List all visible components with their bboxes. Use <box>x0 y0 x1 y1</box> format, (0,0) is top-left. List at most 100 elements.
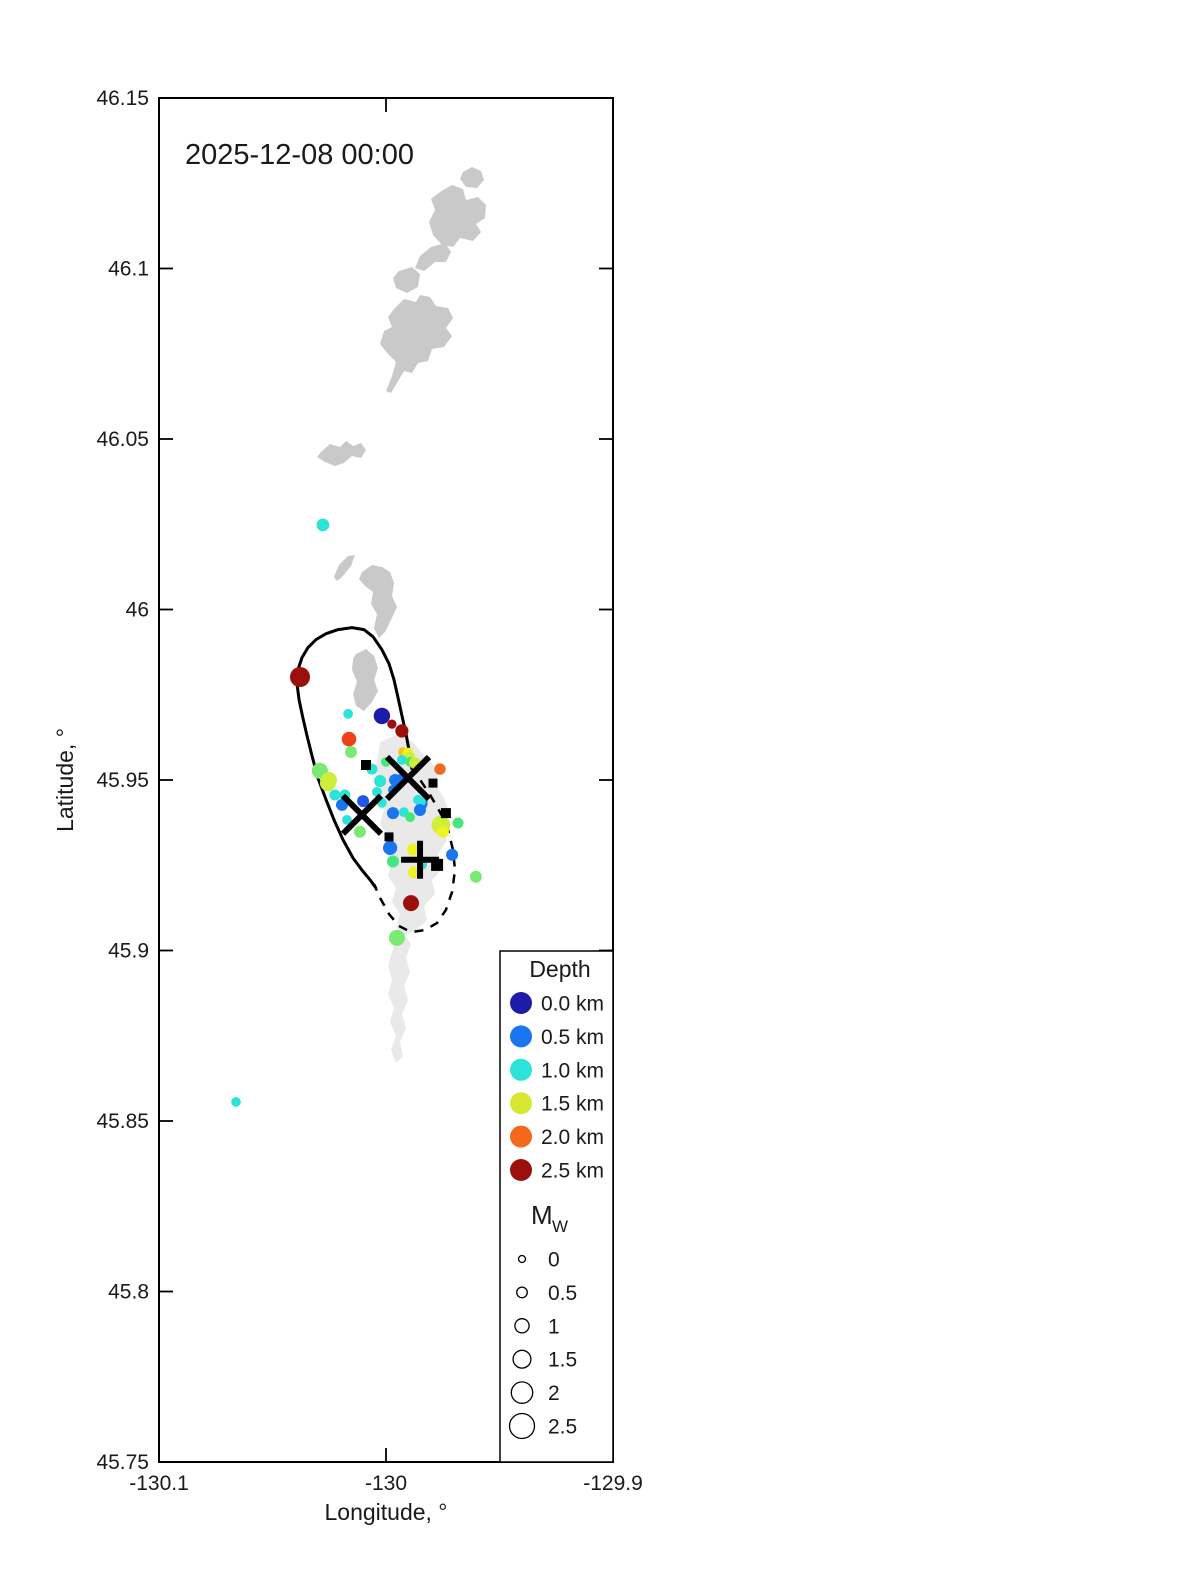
earthquake-dot <box>374 775 387 787</box>
earthquake-dot <box>446 848 459 861</box>
y-tick-label: 45.8 <box>108 1281 149 1304</box>
station-square-marker <box>440 808 451 819</box>
x-marker-stroke <box>384 754 432 802</box>
landmass-patch <box>317 441 366 466</box>
x-marker <box>384 754 432 802</box>
landmass-patch <box>352 649 378 711</box>
earthquake-dot <box>395 724 409 738</box>
station-square-marker <box>384 832 394 842</box>
legend-depth-swatch <box>510 992 532 1014</box>
y-tick-label: 46.1 <box>108 258 149 281</box>
y-tick-label: 45.75 <box>96 1451 149 1474</box>
axis-tick-layer: -130.1 -130 -129.9 45.75 45.8 45.85 45.9 45.95 4… <box>96 87 642 1495</box>
legend-depth-label: 1.0 km <box>541 1059 604 1082</box>
legend-mw-entries: 0 0.5 1 1.5 2 2.5 <box>508 1249 577 1440</box>
earthquake-dot <box>387 719 397 729</box>
earthquake-dot <box>388 929 405 946</box>
x-marker-stroke <box>340 793 384 836</box>
landmass-patch <box>380 295 453 393</box>
landmass-patch <box>415 243 451 271</box>
legend-mw-label: 1 <box>548 1315 560 1338</box>
earthquake-dot <box>397 755 407 765</box>
legend-depth-label: 2.0 km <box>541 1126 604 1149</box>
earthquake-dot <box>342 815 352 825</box>
legend-mw-label: 0.5 <box>548 1282 577 1305</box>
earthquake-dot <box>437 825 449 838</box>
earthquake-dot <box>316 518 330 532</box>
earthquake-dot <box>329 789 341 801</box>
earthquake-dot <box>345 746 357 758</box>
lava-flow-patch <box>388 935 411 1063</box>
y-tick-label: 46.05 <box>96 428 149 451</box>
x-tick-label: -129.9 <box>583 1472 643 1495</box>
earthquake-dot <box>403 895 419 912</box>
timestamp-label: 2025-12-08 00:00 <box>185 139 414 171</box>
legend-mw-label: 2.5 <box>548 1416 577 1439</box>
plot-border <box>158 97 614 1463</box>
caldera-rim-solid <box>295 626 414 889</box>
legend-depth-label: 1.5 km <box>541 1093 604 1116</box>
legend-depth-label: 0.5 km <box>541 1026 604 1049</box>
legend-mw-label: 1.5 <box>548 1349 577 1372</box>
earthquake-dot <box>343 708 353 719</box>
marker-layer <box>340 754 451 879</box>
landmass-patch <box>393 267 420 293</box>
landmass-patch <box>460 167 484 188</box>
legend-depth-label: 2.5 km <box>541 1160 604 1183</box>
y-tick-label: 46.15 <box>96 87 149 110</box>
station-square-marker <box>361 760 371 770</box>
landmass-patch <box>359 565 397 638</box>
legend-depth-label: 0.0 km <box>541 993 604 1016</box>
legend-mw-subscript: W <box>552 1217 568 1236</box>
earthquake-dot <box>290 667 310 687</box>
earthquake-dot <box>407 843 419 856</box>
x-axis-label: Longitude, ° <box>324 1499 447 1525</box>
earthquake-dot <box>387 855 399 868</box>
legend-mw-label: 2 <box>548 1382 560 1405</box>
earthquake-dot <box>341 731 357 747</box>
legend-depth-swatch <box>510 1025 532 1048</box>
x-tick-label: -130.1 <box>129 1472 189 1495</box>
x-tick-label: -130 <box>365 1472 407 1495</box>
legend-depth-title: Depth <box>529 956 590 982</box>
earthquake-dot <box>452 817 464 829</box>
earthquake-dot <box>387 807 399 820</box>
legend-depth-swatch <box>510 1058 532 1081</box>
legend-mw-swatch <box>510 1381 534 1404</box>
legend-mw-label: 0 <box>548 1249 560 1272</box>
y-axis-label: Latitude, ° <box>52 728 78 832</box>
legend-mw-swatch <box>514 1318 530 1334</box>
earthquake-dot <box>373 707 391 725</box>
y-tick-label: 45.9 <box>108 940 149 963</box>
earthquake-dot <box>469 870 482 883</box>
y-tick-label: 45.85 <box>96 1110 149 1133</box>
landmass-layer <box>317 167 486 711</box>
earthquake-dot <box>357 795 370 808</box>
earthquake-dot <box>319 775 336 792</box>
earthquake-dot <box>434 763 446 775</box>
legend-depth-swatch <box>510 1159 532 1181</box>
landmass-patch <box>429 185 486 247</box>
plus-marker <box>401 840 440 879</box>
legend: Depth 0.0 km 0.5 km 1.0 km 1.5 km 2.0 km 2.5 … <box>499 950 614 1463</box>
legend-mw-swatch <box>517 1254 527 1264</box>
station-square-marker <box>428 778 438 788</box>
legend-depth-swatch <box>510 1125 532 1148</box>
legend-mw-title: M <box>531 1200 553 1230</box>
landmass-patch <box>334 555 355 581</box>
x-marker <box>340 793 384 836</box>
earthquake-dot <box>353 825 366 838</box>
earthquake-dot <box>407 866 420 879</box>
legend-mw-swatch <box>512 1349 532 1369</box>
y-tick-label: 46 <box>126 599 149 622</box>
earthquake-dot <box>383 840 398 856</box>
legend-mw-swatch <box>508 1412 536 1440</box>
y-tick-label: 45.95 <box>96 769 149 792</box>
caldera-outline-layer <box>295 626 457 934</box>
legend-mw-swatch <box>516 1286 528 1299</box>
earthquake-dot <box>405 812 415 823</box>
earthquake-dot <box>414 804 426 816</box>
legend-depth-entries: 0.0 km 0.5 km 1.0 km 1.5 km 2.0 km 2.5 km <box>510 992 604 1183</box>
